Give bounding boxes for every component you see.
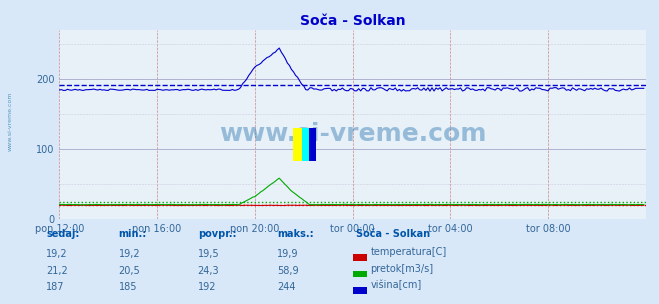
Text: www.si-vreme.com: www.si-vreme.com	[8, 92, 13, 151]
Bar	[302, 128, 310, 161]
Text: temperatura[C]: temperatura[C]	[370, 247, 447, 257]
Title: Soča - Solkan: Soča - Solkan	[300, 14, 405, 28]
Text: 187: 187	[46, 282, 65, 292]
Bar	[293, 128, 302, 161]
Text: 19,9: 19,9	[277, 249, 299, 259]
Bar	[310, 128, 316, 161]
Text: 20,5: 20,5	[119, 266, 140, 276]
Text: 21,2: 21,2	[46, 266, 68, 276]
Text: povpr.:: povpr.:	[198, 229, 236, 239]
Text: sedaj:: sedaj:	[46, 229, 80, 239]
Text: pretok[m3/s]: pretok[m3/s]	[370, 264, 434, 274]
Text: min.:: min.:	[119, 229, 147, 239]
Text: 244: 244	[277, 282, 295, 292]
Text: 192: 192	[198, 282, 216, 292]
Text: 19,5: 19,5	[198, 249, 219, 259]
Text: 185: 185	[119, 282, 137, 292]
Text: maks.:: maks.:	[277, 229, 314, 239]
Text: Soča - Solkan: Soča - Solkan	[356, 229, 430, 239]
Text: 19,2: 19,2	[46, 249, 68, 259]
Text: višina[cm]: višina[cm]	[370, 280, 422, 290]
Text: 58,9: 58,9	[277, 266, 299, 276]
Text: www.si-vreme.com: www.si-vreme.com	[219, 122, 486, 146]
Text: 19,2: 19,2	[119, 249, 140, 259]
Text: 24,3: 24,3	[198, 266, 219, 276]
